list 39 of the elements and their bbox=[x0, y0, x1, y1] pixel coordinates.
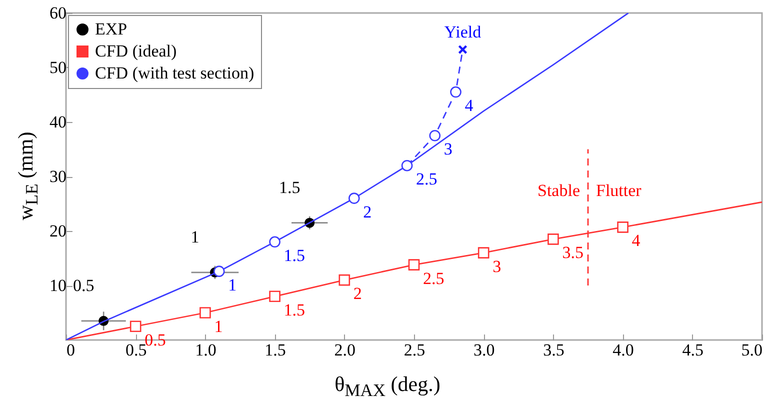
legend-label: EXP bbox=[95, 20, 128, 38]
x-tick-label: 2.0 bbox=[334, 340, 356, 360]
x-tick-label: 3.5 bbox=[543, 340, 564, 360]
y-tick-label: 30 bbox=[50, 167, 66, 186]
annotation: 1 bbox=[228, 275, 237, 294]
x-axis-title: θ$_{MAX}$ (deg.) bbox=[334, 372, 442, 402]
annotation: 2.5 bbox=[423, 268, 444, 288]
annotation: 4 bbox=[632, 231, 641, 250]
annotation: 1.5 bbox=[278, 178, 300, 197]
y-tick-label: 40 bbox=[50, 112, 66, 132]
annotation: 1 bbox=[190, 227, 200, 246]
y-tick-label: 60 bbox=[50, 4, 66, 22]
x-tick-label: 0 bbox=[66, 340, 75, 360]
x-tick-label: 3.0 bbox=[473, 340, 495, 360]
x-tick-label: 1.5 bbox=[264, 340, 286, 360]
annotation: 2 bbox=[353, 284, 362, 304]
legend-label: CFD (ideal) bbox=[95, 42, 177, 60]
annotation: 1.5 bbox=[284, 300, 306, 320]
annotation: 3.5 bbox=[562, 243, 584, 262]
annotation: Stable bbox=[538, 181, 580, 200]
annotation: 3 bbox=[444, 140, 452, 159]
annotation: 4 bbox=[464, 96, 474, 116]
annotation: 2 bbox=[363, 202, 372, 222]
y-tick-label: 10 bbox=[50, 276, 66, 295]
x-tick-label: 1.0 bbox=[195, 340, 216, 360]
legend-label: CFD (with test section) bbox=[95, 64, 254, 82]
x-tick-label: 4.5 bbox=[682, 340, 704, 360]
x-tick-label: 2.5 bbox=[404, 340, 426, 360]
annotation: Yield bbox=[444, 22, 482, 42]
x-tick-label: 5.0 bbox=[741, 340, 762, 360]
annotation: 2.5 bbox=[416, 170, 438, 189]
x-tick-label: 4.0 bbox=[612, 340, 634, 360]
annotation: 1 bbox=[214, 316, 223, 336]
annotation: Flutter bbox=[596, 181, 642, 200]
y-tick-label: 20 bbox=[50, 222, 66, 240]
annotation: 3 bbox=[492, 256, 502, 276]
annotation: 0.5 bbox=[72, 276, 94, 295]
y-tick-label: 50 bbox=[50, 58, 66, 77]
annotation: 1.5 bbox=[284, 246, 306, 265]
